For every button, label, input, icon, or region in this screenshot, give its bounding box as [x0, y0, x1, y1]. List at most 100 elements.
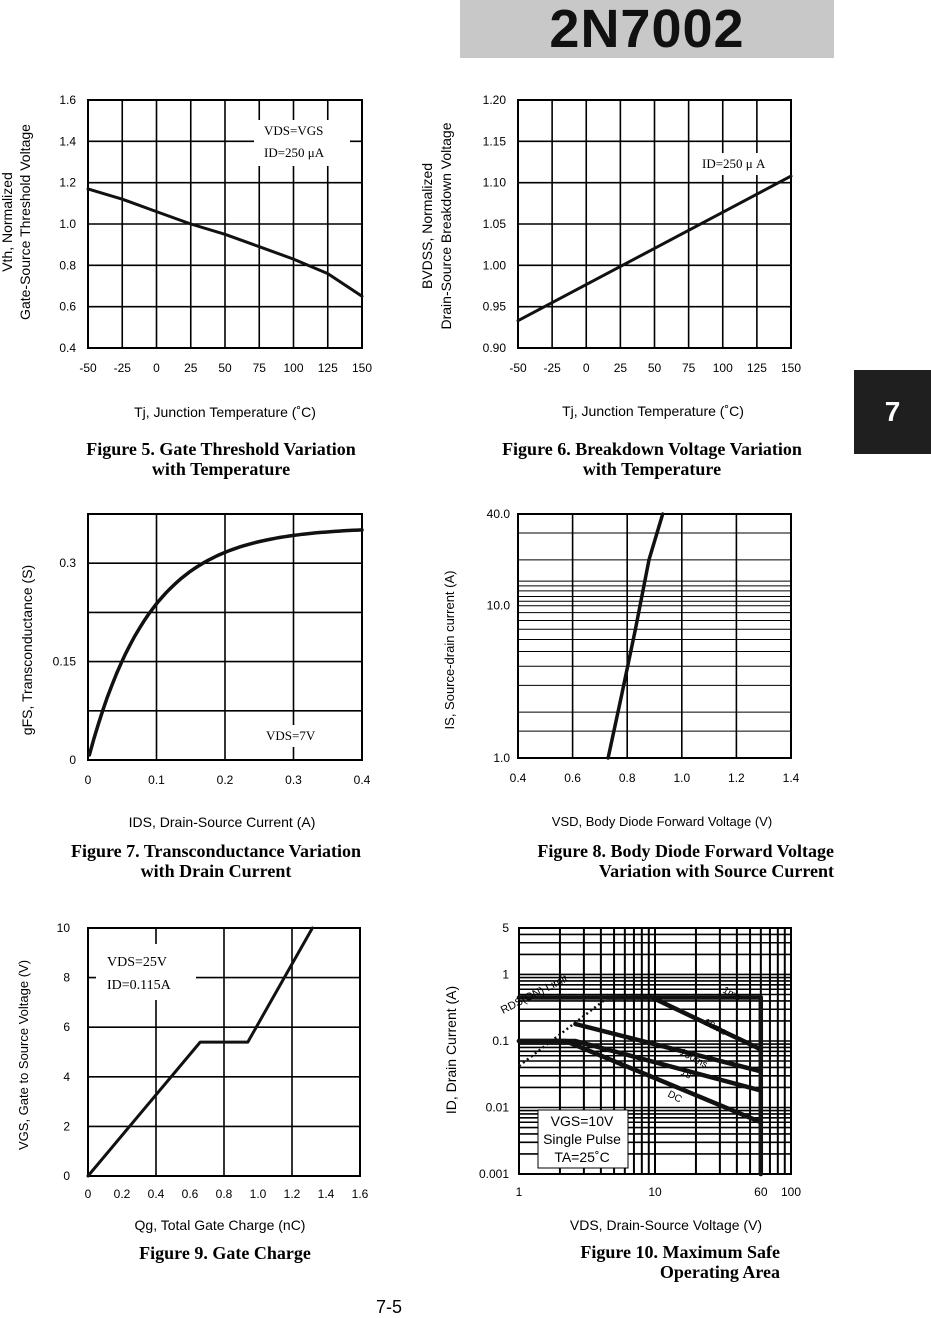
fig8-ylabel: IS, Source-drain current (A): [442, 571, 457, 730]
fig9-labels: Qg, Total Gate Charge (nC) VGS, Gate to …: [16, 944, 305, 1233]
fig9-caption-1: Figure 9. Gate Charge: [139, 1243, 311, 1263]
fig9-y-tick-label: 8: [63, 971, 70, 985]
fig5-x-tick-label: 125: [318, 361, 338, 375]
fig10-caption-1: Figure 10. Maximum Safe: [580, 1242, 780, 1262]
fig7-caption: Figure 7. Transconductance Variation wit…: [36, 841, 396, 881]
fig8-x-tick-label: 1.0: [673, 771, 690, 785]
fig10-x-tick-label: 1: [516, 1185, 523, 1199]
fig5-y-tick-label: 0.8: [59, 258, 76, 272]
fig6-y-tick-label: 0.90: [483, 341, 507, 355]
fig6-x-tick-label: 75: [682, 361, 696, 375]
fig7-x-tick-label: 0.3: [285, 773, 302, 787]
fig5-y-tick-label: 1.6: [59, 93, 76, 107]
fig6-y-tick-label: 1.15: [483, 134, 507, 148]
fig9-x-tick-label: 0.4: [148, 1187, 165, 1201]
fig6-plot-frame: [517, 99, 792, 349]
fig7-x-tick-label: 0.1: [148, 773, 165, 787]
fig9-x-tick-label: 0.2: [114, 1187, 131, 1201]
section-tab: 7: [854, 370, 931, 454]
fig6-xlabel: Tj, Junction Temperature (˚C): [562, 403, 744, 419]
fig10-series-10ms: [605, 995, 764, 1052]
fig5-x-tick-label: 75: [253, 361, 267, 375]
fig8-plot-frame: [517, 513, 792, 759]
fig7-plot-frame: [87, 513, 363, 761]
fig5-y-tick-label: 0.6: [59, 300, 76, 314]
fig5-x-tick-label: 25: [184, 361, 198, 375]
fig5-note-box: [254, 120, 350, 166]
fig9-y-tick-label: 4: [63, 1070, 70, 1084]
fig9-x-tick-label: 1.2: [284, 1187, 301, 1201]
fig10-caption-2: Operating Area: [659, 1262, 780, 1282]
fig7-note-box: [258, 725, 328, 747]
fig8-xlabel: VSD, Body Diode Forward Voltage (V): [552, 814, 772, 829]
fig9-x-tick-label: 1.6: [352, 1187, 369, 1201]
fig5-x-tick-label: 100: [283, 361, 303, 375]
fig8-x-tick-label: 0.8: [619, 771, 636, 785]
fig5-x-tick-label: 50: [218, 361, 232, 375]
fig8-x-tick-label: 1.4: [783, 771, 800, 785]
fig5-caption-1: Figure 5. Gate Threshold Variation: [86, 439, 356, 459]
fig10-note-1: VGS=10V: [551, 1113, 614, 1129]
fig5-ylabel-1: Vth, Normalized: [0, 172, 15, 272]
fig5-xlabel: Tj, Junction Temperature (˚C): [134, 404, 316, 420]
fig9-plot-frame: [87, 927, 361, 1177]
fig6-x-tick-label: 0: [583, 361, 590, 375]
fig9-x-tick-label: 1.0: [250, 1187, 267, 1201]
fig9-note-2: ID=0.115A: [107, 978, 172, 993]
fig6-series-line: [516, 174, 793, 323]
fig6-y-tick-label: 1.00: [483, 258, 507, 272]
fig7-series-line: [87, 528, 364, 757]
fig6-ylabel-1: BVDSS, Normalized: [419, 163, 435, 289]
fig7-y-tick-label: 0: [69, 753, 76, 767]
fig7-xlabel: IDS, Drain-Source Current (A): [129, 814, 316, 830]
fig6-x-tick-label: 100: [713, 361, 733, 375]
fig7-labels: IDS, Drain-Source Current (A) gFS, Trans…: [19, 565, 316, 830]
fig10-xlabel: VDS, Drain-Source Voltage (V): [570, 1217, 762, 1233]
fig10-note-3: TA=25˚C: [554, 1149, 609, 1165]
part-number: 2N7002: [549, 0, 745, 59]
fig8-y-tick-label: 1.0: [493, 751, 510, 765]
fig6-x-tick-label: 150: [781, 361, 801, 375]
fig10-label-1s: 1s: [679, 1067, 693, 1082]
fig8-caption: Figure 8. Body Diode Forward Voltage Var…: [470, 841, 834, 881]
fig10-caption: Figure 10. Maximum Safe Operating Area: [520, 1242, 780, 1282]
fig8-labels: VSD, Body Diode Forward Voltage (V) IS, …: [442, 571, 772, 829]
fig5-y-tick-label: 1.2: [59, 176, 76, 190]
fig10-y-tick-label: 1: [502, 967, 509, 981]
fig7-x-tick-label: 0.2: [217, 773, 234, 787]
fig6-labels: Tj, Junction Temperature (˚C) BVDSS, Nor…: [419, 122, 766, 419]
fig9-series-line: [86, 926, 314, 1178]
fig6-x-tick-label: -25: [543, 361, 561, 375]
fig6-y-tick-label: 1.05: [483, 217, 507, 231]
fig5-series-line: [86, 187, 364, 298]
fig6-note-box: [694, 153, 778, 175]
part-number-header: 2N7002: [460, 0, 834, 59]
fig5-y-tick-label: 0.4: [59, 341, 76, 355]
fig5-caption: Figure 5. Gate Threshold Variation with …: [56, 439, 386, 479]
fig8-y-tick-label: 40.0: [487, 507, 511, 521]
fig7-caption-1: Figure 7. Transconductance Variation: [70, 841, 362, 861]
fig9-x-tick-label: 0.6: [182, 1187, 199, 1201]
fig10-y-tick-label: 0.1: [492, 1034, 509, 1048]
fig10-series-1s: [516, 1038, 764, 1093]
fig5-x-tick-label: 0: [153, 361, 160, 375]
fig6-x-tick-label: 50: [648, 361, 662, 375]
fig5-x-tick-label: 150: [352, 361, 372, 375]
fig10-y-tick-label: 0.01: [486, 1100, 510, 1114]
fig7-caption-2: with Drain Current: [140, 861, 292, 881]
section-tab-number: 7: [884, 396, 901, 427]
fig10-label-10ms: 10ms: [702, 1017, 729, 1038]
fig9-y-tick-label: 10: [57, 921, 71, 935]
fig5-x-tick-label: -25: [114, 361, 132, 375]
fig6-x-tick-label: 25: [614, 361, 628, 375]
fig10-ylabel: ID, Drain Current (A): [443, 986, 459, 1114]
fig10-series-rds-limit: [518, 996, 609, 1067]
fig6-y-tick-label: 1.10: [483, 176, 507, 190]
fig7-note-1: VDS=7V: [266, 728, 316, 743]
fig9-y-tick-label: 2: [63, 1119, 70, 1133]
fig7-ylabel: gFS, Transconductance (S): [19, 565, 35, 735]
fig5-ylabel-2: Gate-Source Threshold Voltage: [17, 124, 33, 320]
fig10-y-tick-label: 5: [502, 921, 509, 935]
fig8-caption-2: Variation with Source Current: [598, 861, 834, 881]
